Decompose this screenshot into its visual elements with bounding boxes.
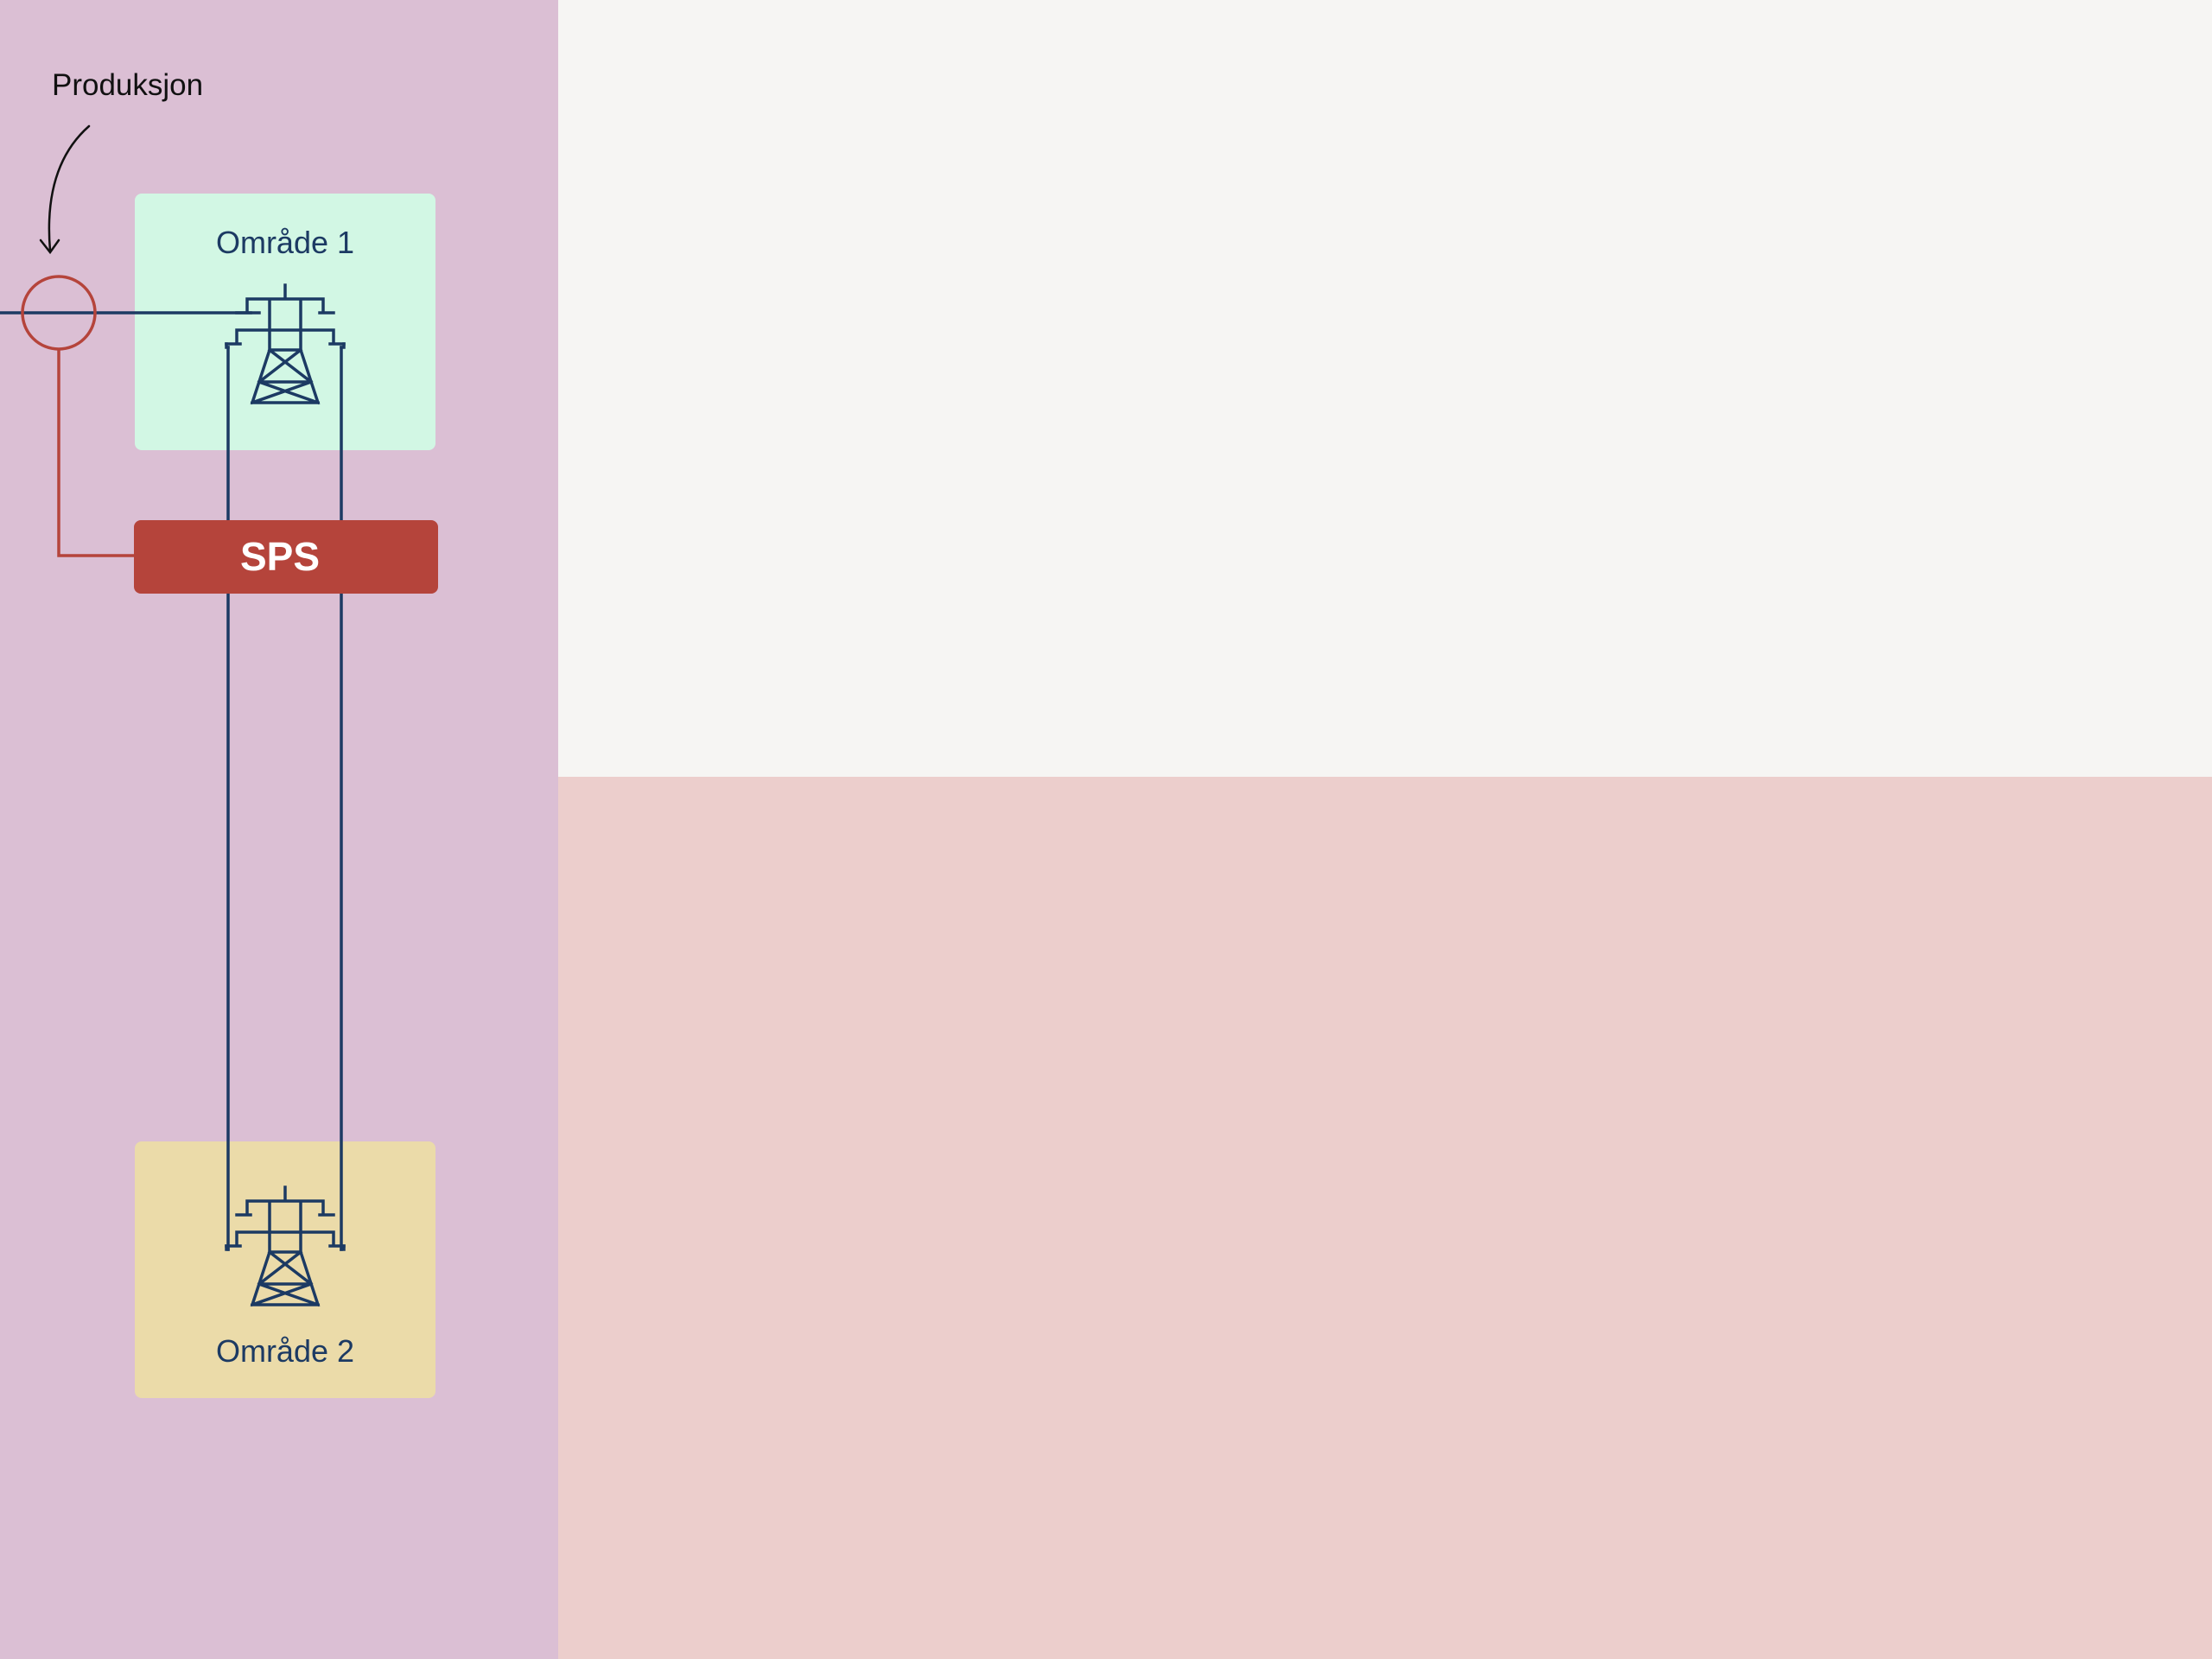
top-right-panel bbox=[558, 0, 2212, 777]
transmission-lines bbox=[0, 311, 346, 1251]
area-2-box bbox=[135, 1141, 435, 1398]
control-signal-line bbox=[57, 349, 135, 557]
curved-arrow-icon bbox=[39, 124, 91, 255]
production-label: Produksjon bbox=[52, 68, 203, 102]
sps-box bbox=[134, 520, 438, 594]
area-1-box bbox=[135, 194, 435, 450]
area-1-label: Område 1 bbox=[216, 225, 354, 260]
transmission-tower-icon bbox=[225, 1185, 346, 1307]
sps-label: SPS bbox=[240, 534, 320, 579]
bottom-right-panel bbox=[558, 777, 2212, 1659]
transmission-tower-icon bbox=[225, 283, 346, 405]
control-wiring bbox=[21, 275, 135, 557]
area-2-label: Område 2 bbox=[216, 1333, 354, 1369]
